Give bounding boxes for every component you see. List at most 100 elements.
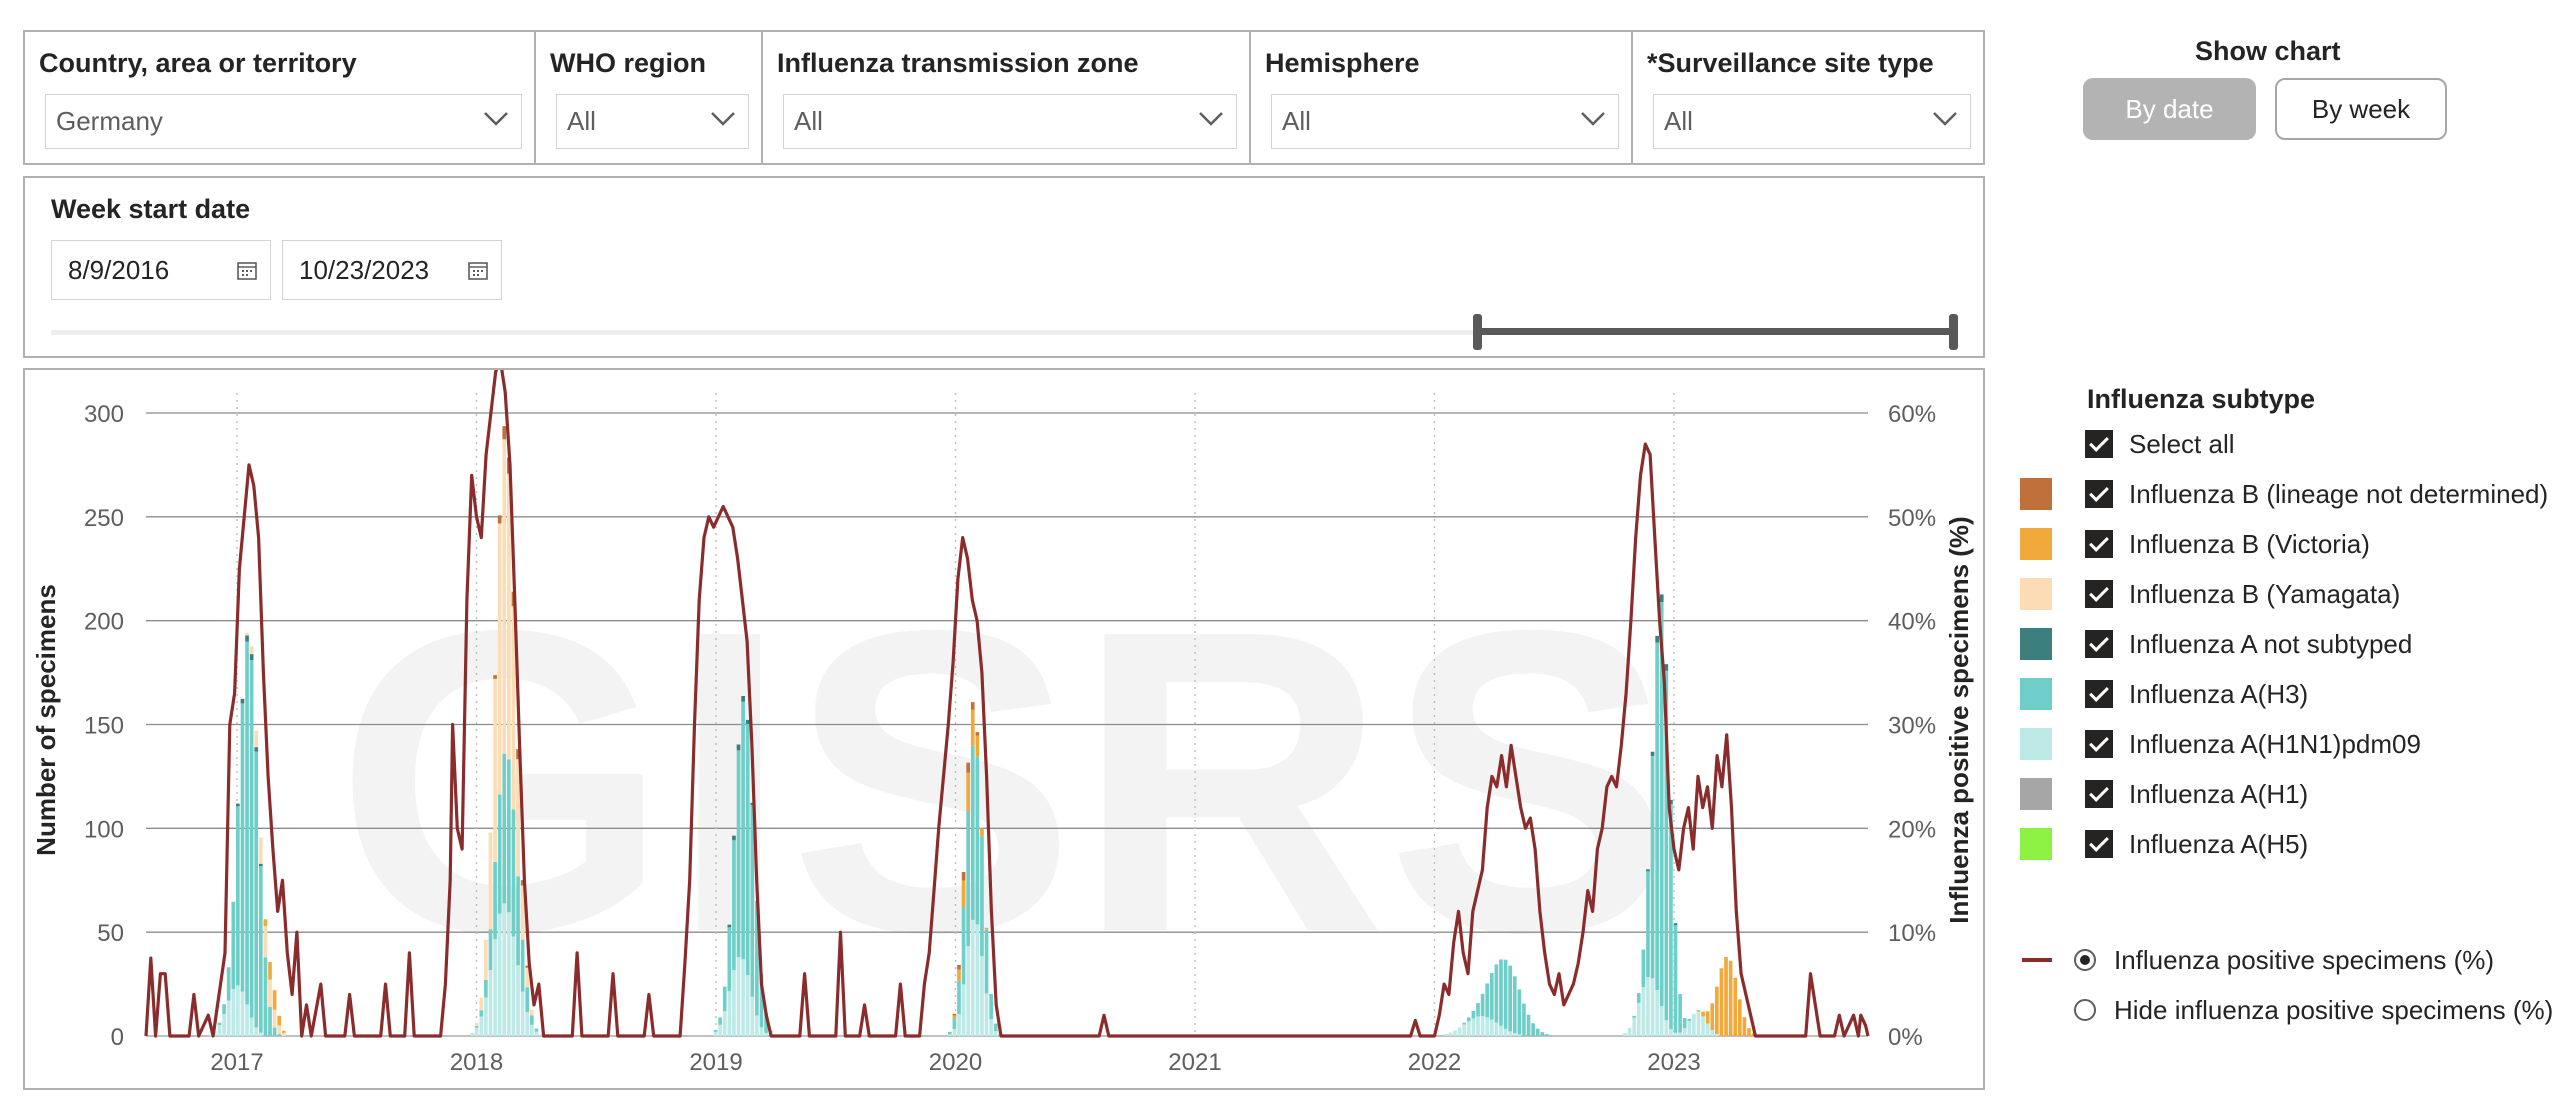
positivity-line-group <box>144 359 1870 1038</box>
date-slider-start-handle[interactable] <box>1473 314 1482 350</box>
checkbox-icon[interactable] <box>2085 830 2113 858</box>
bar-segment <box>718 1017 722 1025</box>
country-dropdown[interactable]: Germany <box>45 94 522 149</box>
bar-segment <box>502 753 507 904</box>
radio-selected-icon[interactable] <box>2074 949 2096 971</box>
bar-segment <box>759 973 764 1028</box>
bar-segment <box>732 840 736 971</box>
filter-transmission-zone: Influenza transmission zone All <box>763 32 1251 163</box>
legend-item[interactable]: Influenza A not subtyped <box>2020 624 2412 664</box>
bar-segment <box>525 967 530 988</box>
bar-segment <box>525 1012 530 1036</box>
filter-bar: Country, area or territory Germany WHO r… <box>23 30 1985 165</box>
who-region-dropdown[interactable]: All <box>556 94 749 149</box>
bar-segment <box>217 1022 222 1026</box>
hide-positivity-label: Hide influenza positive specimens (%) <box>2114 994 2554 1025</box>
legend-select-all[interactable]: Select all <box>2020 424 2235 464</box>
bar-segment <box>1632 1017 1637 1036</box>
checkbox-icon[interactable] <box>2085 580 2113 608</box>
bar-segment <box>1503 1028 1508 1036</box>
bar-segment <box>249 654 254 661</box>
checkbox-icon[interactable] <box>2085 680 2113 708</box>
country-dropdown-value: Germany <box>56 106 163 136</box>
legend-color-swatch <box>2020 778 2052 810</box>
x-tick-label: 2023 <box>1647 1049 1700 1076</box>
bar-segment <box>745 723 750 976</box>
checkbox-icon[interactable] <box>2085 530 2113 558</box>
bar-segment <box>957 964 961 970</box>
bar-segment <box>980 956 984 1036</box>
transmission-zone-dropdown[interactable]: All <box>783 94 1237 149</box>
bar-segment <box>732 835 736 841</box>
checkbox-icon[interactable] <box>2085 430 2113 458</box>
bar-segment <box>249 1017 254 1036</box>
bar-segment <box>713 1030 718 1032</box>
legend-item[interactable]: Influenza A(H5) <box>2020 824 2308 864</box>
by-week-button[interactable]: By week <box>2275 78 2447 140</box>
checkbox-icon[interactable] <box>2085 480 2113 508</box>
bar-segment <box>479 997 484 1011</box>
specimens-chart: GISRS 0 50 100 150 200 250 300 0% 10% 20% 30% 40% 50… <box>31 359 1974 1076</box>
legend-item[interactable]: Influenza B (Victoria) <box>2020 524 2370 564</box>
bar-segment <box>1508 965 1512 1032</box>
x-tick-label: 2020 <box>929 1049 982 1076</box>
bar-segment <box>727 991 732 1036</box>
bar-segment <box>226 967 231 1001</box>
checkbox-icon[interactable] <box>2085 730 2113 758</box>
legend-item-label: Influenza A(H3) <box>2129 678 2309 709</box>
bar-segment <box>957 980 961 1014</box>
bar-segment <box>755 1015 759 1036</box>
x-tick-label: 2017 <box>210 1049 263 1076</box>
checkbox-icon[interactable] <box>2085 630 2113 658</box>
site-type-dropdown[interactable]: All <box>1653 94 1971 149</box>
filter-hemisphere: Hemisphere All <box>1251 32 1633 163</box>
bar-segment <box>516 759 520 877</box>
date-slider-range[interactable] <box>1477 328 1951 335</box>
calendar-icon[interactable] <box>467 259 489 281</box>
legend-item[interactable]: Influenza A(H3) <box>2020 674 2308 714</box>
y-tick-label: 300 <box>84 401 124 428</box>
calendar-icon[interactable] <box>236 259 258 281</box>
bar-segment <box>975 924 980 1036</box>
legend-item[interactable]: Influenza B (Yamagata) <box>2020 574 2400 614</box>
bar-segment <box>727 927 732 992</box>
bar-segment <box>764 1013 768 1033</box>
bar-segment <box>484 939 488 980</box>
legend-item[interactable]: Influenza A(H1) <box>2020 774 2308 814</box>
bar-segment <box>254 751 259 1028</box>
bar-segment <box>1687 1020 1692 1036</box>
x-tick-label: 2019 <box>689 1049 742 1076</box>
bar-segment <box>1650 755 1655 979</box>
bar-segment <box>493 678 497 862</box>
start-date-input[interactable]: 8/9/2016 <box>51 240 271 300</box>
legend-item-label: Influenza A(H1) <box>2129 778 2309 809</box>
date-slider-track[interactable] <box>51 330 1957 335</box>
bar-segment <box>750 996 755 1036</box>
filter-site-type-title: *Surveillance site type <box>1647 48 1934 78</box>
bar-segment <box>961 872 966 881</box>
end-date-input[interactable]: 10/23/2023 <box>282 240 502 300</box>
bar-segment <box>1540 1032 1545 1036</box>
bar-segment <box>1678 1032 1682 1036</box>
hemisphere-dropdown[interactable]: All <box>1271 94 1619 149</box>
positivity-line-key-blank <box>2022 1008 2052 1012</box>
hide-positivity-radio[interactable]: Hide influenza positive specimens (%) <box>2022 990 2553 1030</box>
bar-segment <box>268 1006 272 1036</box>
bar-segment <box>479 1010 484 1017</box>
bar-segment <box>1453 1030 1457 1036</box>
y-tick-label: 250 <box>84 505 124 532</box>
bar-segment <box>511 936 516 1036</box>
legend-item[interactable]: Influenza B (lineage not determined) <box>2020 474 2548 514</box>
bar-segment <box>1701 1011 1705 1017</box>
legend-item[interactable]: Influenza A(H1N1)pdm09 <box>2020 724 2421 764</box>
by-date-button[interactable]: By date <box>2083 78 2256 140</box>
bar-segment <box>249 660 254 1018</box>
show-positivity-radio[interactable]: Influenza positive specimens (%) <box>2022 940 2494 980</box>
bar-segment <box>231 901 236 990</box>
checkbox-icon[interactable] <box>2085 780 2113 808</box>
bar-segment <box>1696 1011 1701 1036</box>
bar-segment <box>258 837 263 864</box>
bar-segment <box>277 1015 282 1026</box>
radio-unselected-icon[interactable] <box>2074 999 2096 1021</box>
date-slider-end-handle[interactable] <box>1949 314 1958 350</box>
